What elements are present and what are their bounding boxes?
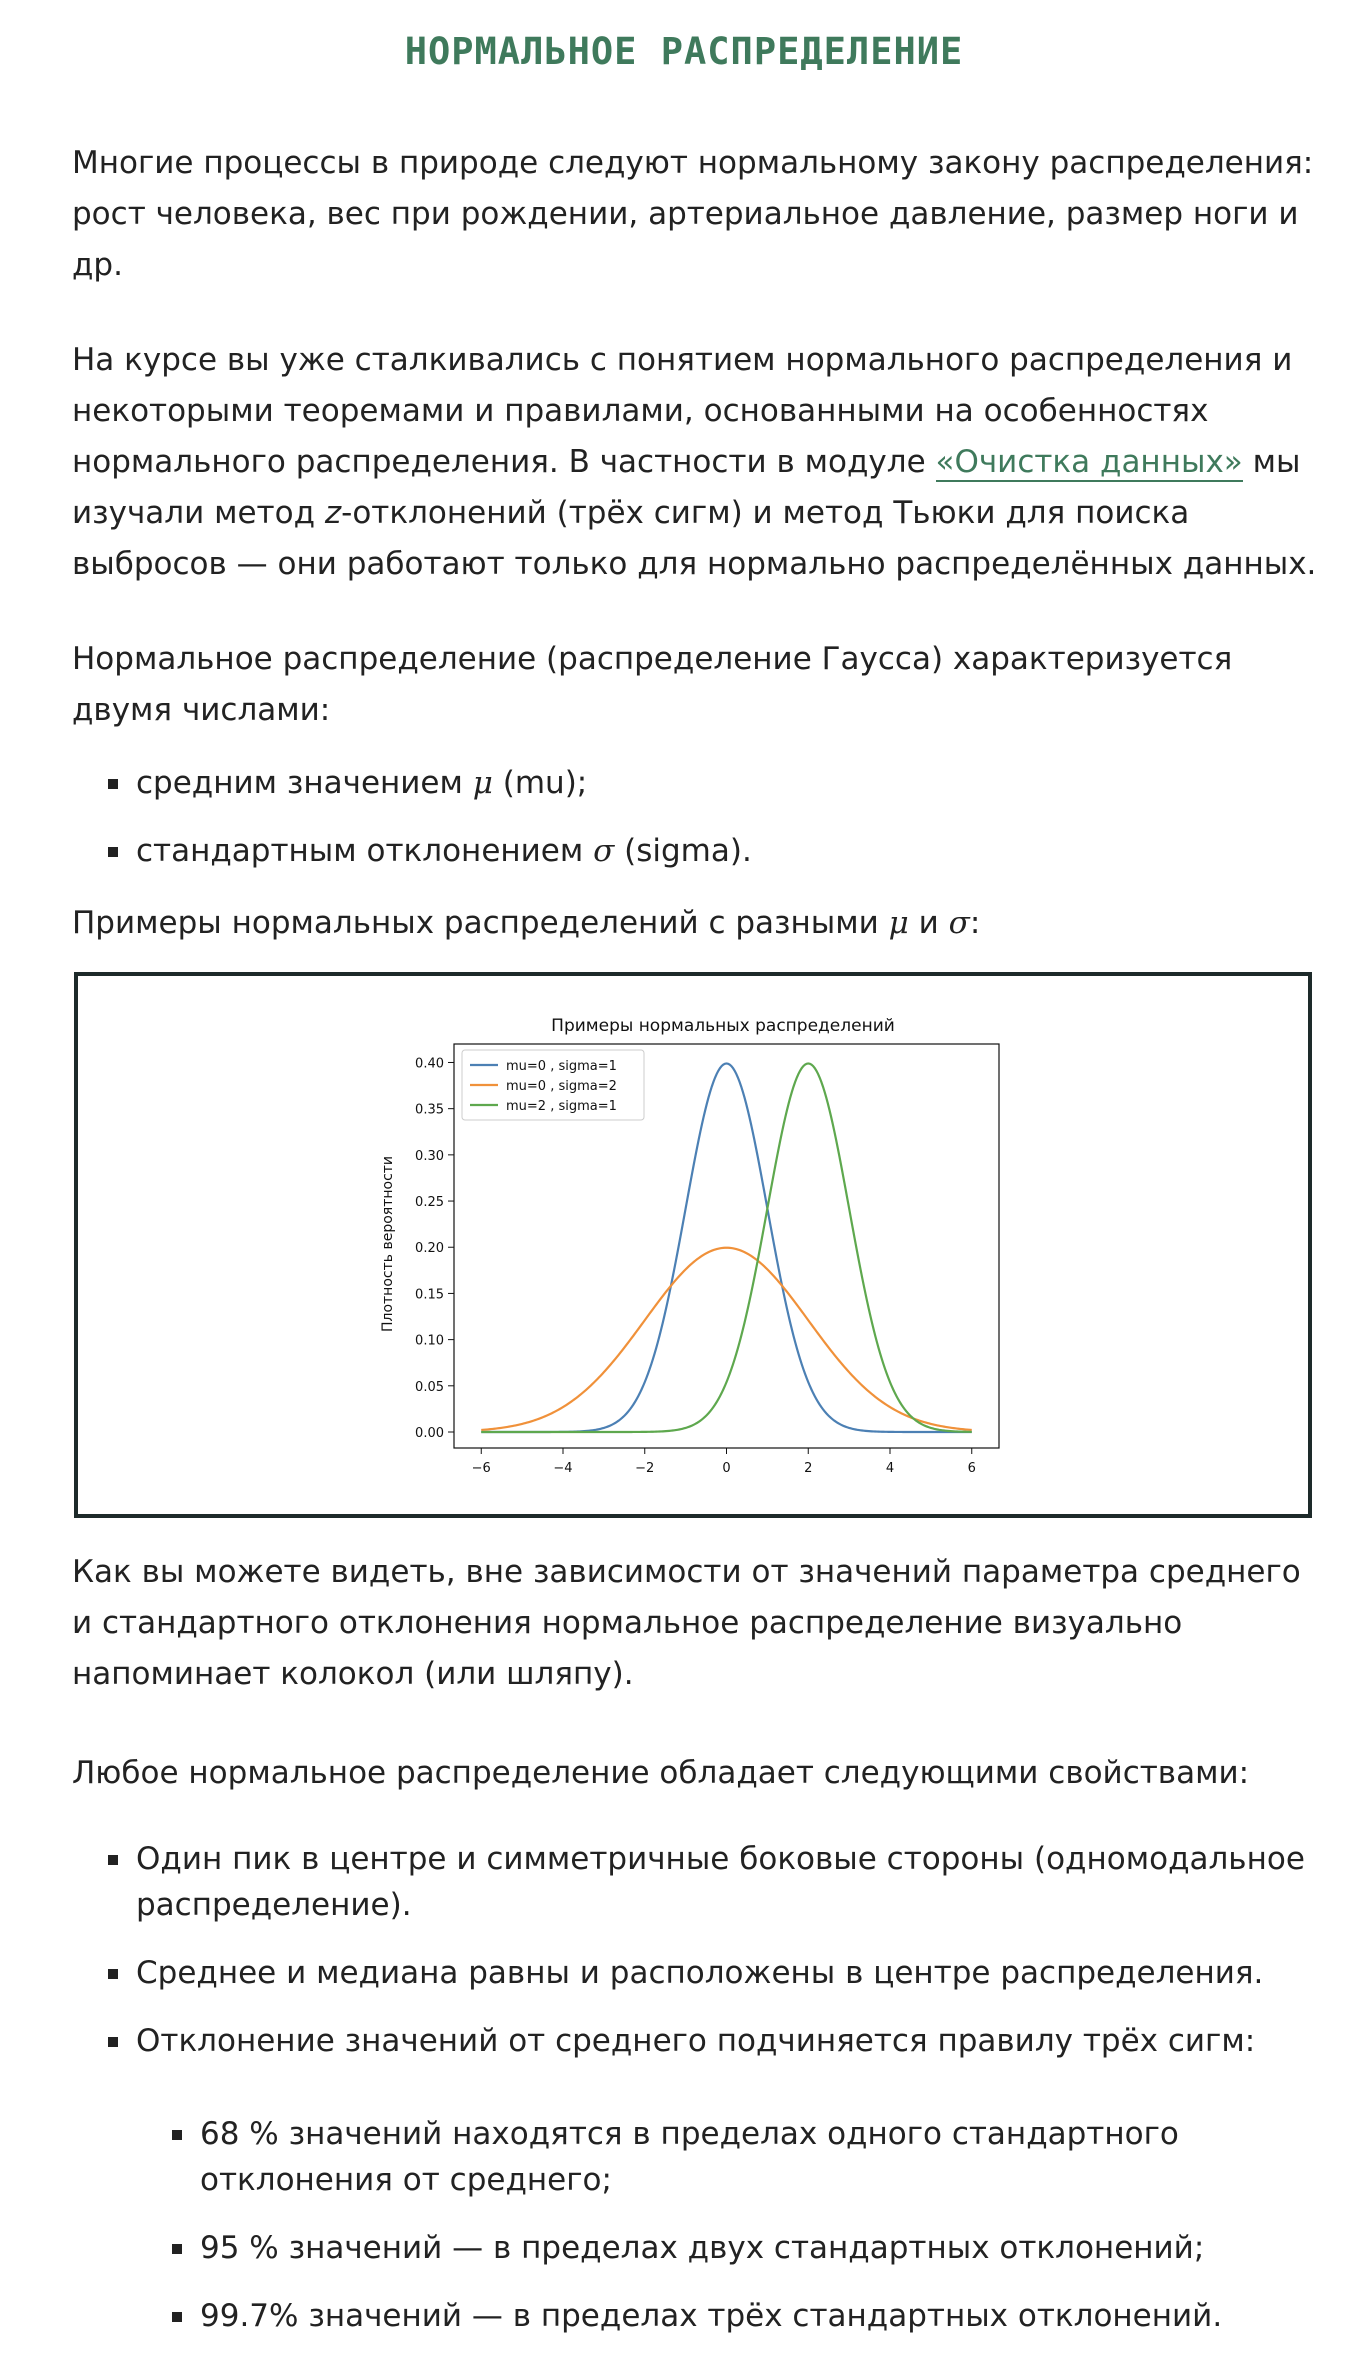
list-item: 95 % значений — в пределах двух стандарт… <box>72 2225 1322 2271</box>
list-item: Один пик в центре и симметричные боковые… <box>72 1836 1322 1928</box>
intro-p2-text-start: На курсе вы уже сталкивались с понятием … <box>72 342 1293 480</box>
y-tick-label: 0.30 <box>415 1149 444 1164</box>
intro-paragraph-1: Многие процессы в природе следуют нормал… <box>72 145 1314 283</box>
list-item: 68 % значений находятся в пределах одног… <box>72 2111 1322 2203</box>
params-list: средним значением μ (mu); стандартным от… <box>72 760 1296 874</box>
y-tick-label: 0.10 <box>415 1334 444 1349</box>
legend-entry: mu=0 , sigma=1 <box>506 1059 617 1074</box>
y-tick-label: 0.20 <box>415 1241 444 1256</box>
y-tick-label: 0.40 <box>415 1056 444 1071</box>
z-symbol: z <box>324 495 342 531</box>
bullet-square-icon <box>108 1969 118 1979</box>
x-tick-label: −4 <box>553 1461 572 1476</box>
data-cleaning-module-link[interactable]: «Очистка данных» <box>935 444 1243 482</box>
examples-caption: Примеры нормальных распределений с разны… <box>72 905 981 941</box>
mu-symbol: μ <box>472 765 493 801</box>
intro-p2-text-end: -отклонений (трёх сигм) и метод Тьюки дл… <box>72 495 1317 582</box>
plot-area: −6 −4 −2 0 2 4 6 0.00 0.05 0.10 0.15 0.20 0.25 0.30 0.… <box>415 1043 1000 1476</box>
list-item: Отклонение значений от среднего подчиняе… <box>72 2018 1322 2064</box>
bullet-square-icon <box>108 779 118 789</box>
series-line <box>481 1246 972 1432</box>
chart-legend <box>461 1049 645 1121</box>
properties-list: Один пик в центре и симметричные боковые… <box>72 1836 1322 2092</box>
intro-paragraph-3: Нормальное распределение (распределение … <box>72 641 1233 728</box>
bullet-square-icon <box>108 2037 118 2047</box>
list-item: 99.7% значений — в пределах трёх стандар… <box>72 2293 1322 2339</box>
bullet-square-icon <box>172 2130 182 2140</box>
normal-distribution-chart: Примеры нормальных распределений Плотнос… <box>380 1016 1000 1476</box>
after-chart-paragraph-2: Любое нормальное распределение обладает … <box>72 1755 1250 1791</box>
x-tick-label: 0 <box>722 1461 730 1476</box>
list-item: средним значением μ (mu); <box>72 760 1296 806</box>
mu-symbol: μ <box>888 905 909 941</box>
legend-entry: mu=2 , sigma=1 <box>506 1099 617 1114</box>
y-tick-label: 0.05 <box>415 1380 444 1395</box>
x-tick-label: 4 <box>886 1461 894 1476</box>
y-tick-label: 0.00 <box>415 1426 444 1441</box>
y-tick-label: 0.15 <box>415 1287 444 1302</box>
series-line <box>481 1062 972 1434</box>
intro-paragraph-2: На курсе вы уже сталкивались с понятием … <box>72 335 1322 590</box>
y-tick-label: 0.35 <box>415 1103 444 1118</box>
bullet-square-icon <box>108 847 118 857</box>
x-tick-label: −6 <box>472 1461 491 1476</box>
chart-y-axis-label: Плотность вероятности <box>380 1156 396 1332</box>
y-tick-label: 0.25 <box>415 1195 444 1210</box>
sigma-symbol: σ <box>593 833 615 869</box>
sigma-symbol: σ <box>948 905 970 941</box>
bullet-square-icon <box>108 1855 118 1865</box>
intro-p2-text-mid: мы изучали метод <box>72 444 1301 531</box>
x-tick-label: 2 <box>804 1461 812 1476</box>
chart-frame: Примеры нормальных распределений Плотнос… <box>74 972 1312 1518</box>
chart-title: Примеры нормальных распределений <box>551 1016 895 1036</box>
bullet-square-icon <box>172 2312 182 2322</box>
x-tick-label: 6 <box>968 1461 976 1476</box>
bullet-square-icon <box>172 2244 182 2254</box>
legend-entry: mu=0 , sigma=2 <box>506 1079 617 1094</box>
list-item: стандартным отклонением σ (sigma). <box>72 828 1296 874</box>
sigma-rule-list: 68 % значений находятся в пределах одног… <box>72 2111 1322 2339</box>
x-tick-label: −2 <box>635 1461 654 1476</box>
after-chart-paragraph-1: Как вы можете видеть, вне зависимости от… <box>72 1554 1301 1692</box>
list-item: Среднее и медиана равны и расположены в … <box>72 1950 1322 1996</box>
page-title: НОРМАЛЬНОЕ РАСПРЕДЕЛЕНИЕ <box>404 30 964 73</box>
